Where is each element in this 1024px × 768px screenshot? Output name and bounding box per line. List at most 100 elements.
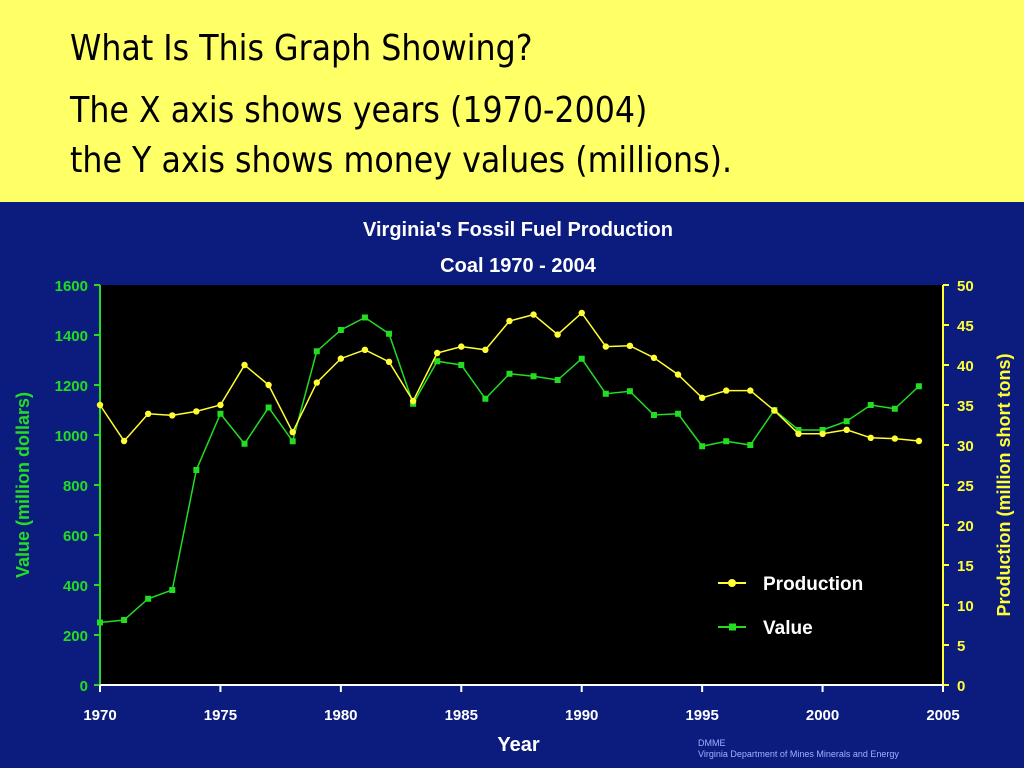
slide-text-line-2: the Y axis shows money values (millions)… bbox=[70, 140, 733, 181]
production-point-2004[interactable] bbox=[915, 437, 923, 445]
production-point-1971[interactable] bbox=[120, 437, 128, 445]
production-point-1985[interactable] bbox=[458, 343, 465, 350]
production-point-1993[interactable] bbox=[650, 354, 658, 361]
production-point-1982[interactable] bbox=[385, 358, 393, 365]
value-point-1982[interactable] bbox=[386, 330, 393, 337]
production-point-1992[interactable] bbox=[626, 342, 634, 349]
production-point-2001[interactable] bbox=[843, 426, 850, 433]
value-point-1994[interactable] bbox=[675, 410, 682, 417]
value-point-1979[interactable] bbox=[313, 348, 320, 355]
value-point-2001[interactable] bbox=[843, 418, 850, 425]
production-point-1977[interactable] bbox=[265, 381, 272, 389]
production-point-2003[interactable] bbox=[891, 435, 899, 442]
x-axis-tick-label: 1980 bbox=[324, 707, 357, 724]
value-point-1988[interactable] bbox=[530, 373, 537, 380]
right-axis-tick-label: 0 bbox=[957, 678, 965, 695]
value-point-1986[interactable] bbox=[482, 395, 489, 402]
value-point-1989[interactable] bbox=[554, 377, 561, 383]
production-point-1975[interactable] bbox=[217, 401, 224, 409]
production-point-1984[interactable] bbox=[434, 349, 441, 357]
value-point-1970[interactable] bbox=[97, 619, 103, 626]
value-point-1974[interactable] bbox=[193, 467, 200, 473]
production-point-2002[interactable] bbox=[867, 434, 874, 441]
production-point-1988[interactable] bbox=[530, 311, 537, 318]
production-point-1980[interactable] bbox=[337, 355, 345, 362]
production-point-1974[interactable] bbox=[193, 408, 200, 415]
credit-agency: DMME bbox=[698, 738, 726, 748]
value-point-1992[interactable] bbox=[626, 388, 633, 395]
chart-subtitle: Coal 1970 - 2004 bbox=[440, 255, 597, 277]
left-axis-tick-label: 600 bbox=[63, 528, 88, 545]
left-axis-tick-label: 1200 bbox=[55, 378, 88, 395]
right-axis-tick-label: 50 bbox=[957, 278, 974, 295]
production-point-1981[interactable] bbox=[361, 346, 369, 353]
value-point-1995[interactable] bbox=[699, 443, 706, 450]
x-axis-tick-label: 2005 bbox=[926, 707, 959, 724]
x-axis-tick-label: 1995 bbox=[685, 707, 718, 724]
production-point-1983[interactable] bbox=[409, 397, 417, 405]
value-point-1999[interactable] bbox=[795, 427, 802, 433]
value-point-1991[interactable] bbox=[602, 390, 609, 397]
production-point-1997[interactable] bbox=[747, 387, 754, 394]
left-axis-tick-label: 1600 bbox=[55, 278, 88, 295]
value-point-2002[interactable] bbox=[867, 402, 874, 408]
plot-area bbox=[100, 285, 943, 685]
production-point-1991[interactable] bbox=[602, 343, 609, 350]
production-point-1998[interactable] bbox=[771, 407, 778, 414]
value-point-1973[interactable] bbox=[169, 587, 176, 593]
x-axis-tick-label: 1990 bbox=[565, 707, 598, 724]
x-axis-tick-label: 1985 bbox=[445, 707, 478, 724]
production-point-1996[interactable] bbox=[723, 387, 730, 394]
value-point-1987[interactable] bbox=[506, 370, 513, 377]
production-point-1979[interactable] bbox=[313, 379, 320, 386]
legend-value-marker bbox=[729, 623, 736, 631]
production-point-1994[interactable] bbox=[674, 371, 682, 378]
value-point-1975[interactable] bbox=[217, 410, 224, 417]
slide-text-line-1: The X axis shows years (1970-2004) bbox=[70, 90, 648, 131]
right-axis-tick-label: 40 bbox=[957, 358, 974, 375]
left-axis-tick-label: 0 bbox=[80, 678, 88, 695]
value-point-1972[interactable] bbox=[145, 595, 152, 602]
value-point-1985[interactable] bbox=[458, 362, 465, 368]
x-axis-tick-label: 2000 bbox=[806, 707, 839, 724]
right-axis-tick-label: 10 bbox=[957, 598, 974, 615]
left-axis-tick-label: 1000 bbox=[55, 428, 88, 445]
production-point-1990[interactable] bbox=[578, 309, 585, 317]
production-point-1970[interactable] bbox=[96, 401, 104, 409]
value-point-1978[interactable] bbox=[289, 438, 296, 445]
value-point-1984[interactable] bbox=[434, 358, 441, 365]
value-point-1971[interactable] bbox=[121, 617, 128, 623]
value-point-1997[interactable] bbox=[747, 442, 754, 448]
right-axis-tick-label: 25 bbox=[957, 478, 974, 495]
production-point-1978[interactable] bbox=[289, 429, 296, 436]
left-axis-tick-label: 800 bbox=[63, 478, 88, 495]
value-point-1993[interactable] bbox=[650, 412, 657, 418]
production-point-1986[interactable] bbox=[482, 346, 489, 353]
value-point-2000[interactable] bbox=[819, 427, 826, 433]
slide-title: What Is This Graph Showing? bbox=[70, 28, 533, 69]
value-point-1976[interactable] bbox=[241, 440, 248, 447]
production-point-2000[interactable] bbox=[819, 430, 826, 437]
value-point-2003[interactable] bbox=[891, 405, 898, 412]
value-point-1981[interactable] bbox=[361, 314, 368, 321]
value-point-1990[interactable] bbox=[578, 355, 585, 362]
legend-production-marker bbox=[728, 579, 736, 587]
production-point-1999[interactable] bbox=[795, 430, 802, 437]
right-axis-tick-label: 20 bbox=[957, 518, 974, 535]
production-point-1972[interactable] bbox=[144, 410, 152, 417]
value-point-1977[interactable] bbox=[265, 404, 272, 411]
value-point-2004[interactable] bbox=[915, 383, 922, 390]
production-point-1973[interactable] bbox=[169, 412, 176, 419]
left-axis-tick-label: 400 bbox=[63, 578, 88, 595]
production-point-1995[interactable] bbox=[698, 394, 706, 401]
credit-department: Virginia Department of Mines Minerals an… bbox=[698, 749, 899, 759]
value-point-1980[interactable] bbox=[337, 327, 344, 333]
value-point-1996[interactable] bbox=[723, 438, 730, 445]
legend-production-label: Production bbox=[763, 574, 863, 595]
x-axis-tick-label: 1970 bbox=[83, 707, 116, 724]
left-axis-tick-label: 200 bbox=[63, 628, 88, 645]
production-point-1987[interactable] bbox=[506, 317, 513, 325]
production-point-1976[interactable] bbox=[241, 361, 248, 369]
production-point-1989[interactable] bbox=[554, 331, 561, 338]
